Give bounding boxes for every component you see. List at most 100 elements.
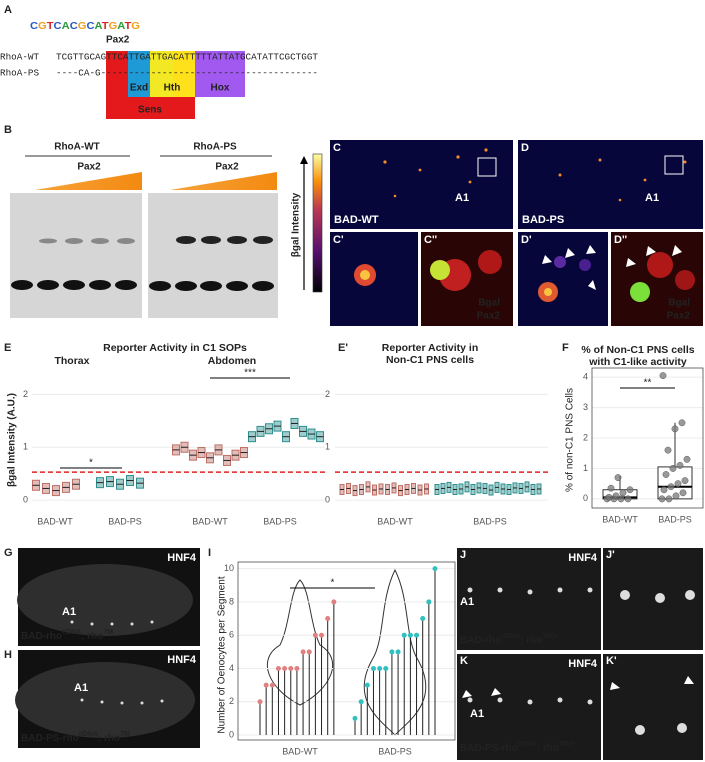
x-tick-label: BAD-WT bbox=[192, 516, 228, 526]
sequence-name: RhoA-PS bbox=[0, 67, 39, 78]
point bbox=[676, 461, 684, 469]
point bbox=[414, 632, 420, 638]
genotype-part: 7M/+ bbox=[542, 633, 558, 640]
point bbox=[678, 419, 686, 427]
point bbox=[683, 455, 691, 463]
facet-label: Thorax bbox=[54, 355, 89, 367]
genotype-label: BAD-rhocDNA; rho7M bbox=[21, 629, 113, 642]
y-tick-label: 1 bbox=[23, 442, 28, 452]
marker-label: HNF4 bbox=[167, 552, 197, 564]
point bbox=[626, 486, 634, 494]
genotype-part: 7M/+ bbox=[559, 741, 575, 748]
panel-label: J' bbox=[606, 549, 615, 561]
point bbox=[667, 483, 675, 491]
y-axis-label: Number of Oenocytes per Segment bbox=[217, 576, 228, 734]
y-tick-label: 0 bbox=[23, 494, 28, 504]
genotype-label: BAD-rhocDNA; rho7M/+ bbox=[460, 633, 558, 646]
x-tick-label: BAD-WT bbox=[282, 746, 318, 756]
panel-label: K' bbox=[606, 655, 617, 667]
genotype-part: 7M bbox=[103, 629, 113, 636]
y-axis-label: % of non-C1 PNS Cells bbox=[565, 388, 576, 492]
plot-frame bbox=[591, 367, 704, 509]
point bbox=[662, 471, 670, 478]
genotype-part: ; rho bbox=[537, 743, 559, 754]
y-tick-label: 10 bbox=[224, 563, 234, 573]
a1-label: A1 bbox=[62, 606, 76, 618]
point bbox=[665, 495, 673, 503]
point bbox=[370, 665, 376, 671]
point bbox=[605, 493, 613, 501]
protein-label: Pax2 bbox=[215, 162, 239, 173]
a1-label: A1 bbox=[470, 708, 484, 720]
x-tick-label: BAD-WT bbox=[37, 516, 73, 526]
point bbox=[612, 492, 620, 500]
point bbox=[288, 665, 294, 671]
x-tick-label: BAD-WT bbox=[602, 514, 638, 524]
genotype-part: cDNA bbox=[79, 731, 98, 738]
marker-label: HNF4 bbox=[568, 552, 598, 564]
site-label: Hox bbox=[211, 83, 230, 94]
chart-title: Non-C1 PNS cells bbox=[386, 354, 474, 366]
y-tick-label: 8 bbox=[229, 596, 234, 606]
group-label: RhoA-WT bbox=[54, 142, 100, 153]
panel-label: BAD-WT bbox=[334, 214, 379, 226]
genotype-part: BAD-PS-rho bbox=[460, 743, 518, 754]
point bbox=[679, 489, 687, 497]
point bbox=[395, 649, 401, 655]
panel-label: A1 bbox=[455, 192, 469, 204]
chart-title: % of Non-C1 PNS cells bbox=[581, 344, 694, 356]
point bbox=[306, 649, 312, 655]
site-boxes bbox=[106, 51, 245, 119]
point bbox=[671, 425, 679, 433]
y-tick-label: 2 bbox=[229, 696, 234, 706]
point bbox=[432, 566, 438, 572]
panel-label: H bbox=[4, 649, 12, 661]
point bbox=[660, 486, 668, 494]
y-tick-label: 0 bbox=[583, 493, 588, 503]
y-tick-label: 0 bbox=[229, 729, 234, 739]
marker-label: HNF4 bbox=[167, 654, 197, 666]
point bbox=[619, 489, 627, 497]
chart-title: with C1-like activity bbox=[588, 356, 687, 368]
site-label: Exd bbox=[130, 83, 148, 94]
sequence: TCGTTGCAGTTCATTGATTGACATTTTTATTATGCATATT… bbox=[56, 51, 318, 62]
chart-title: Reporter Activity in C1 SOPs bbox=[103, 342, 247, 354]
point bbox=[364, 682, 370, 688]
x-tick-label: BAD-PS bbox=[658, 514, 692, 524]
genotype-part: cDNA bbox=[518, 741, 537, 748]
significance: * bbox=[331, 578, 335, 589]
protein-label: Pax2 bbox=[77, 162, 101, 173]
panel-label: G bbox=[4, 547, 13, 559]
point bbox=[275, 665, 281, 671]
genotype-part: 7M bbox=[120, 731, 130, 738]
site-label: Hth bbox=[164, 83, 181, 94]
stain-label: Bgal bbox=[668, 298, 690, 309]
genotype-part: BAD-rho bbox=[460, 635, 501, 646]
point bbox=[664, 446, 672, 454]
y-tick-label: 3 bbox=[583, 402, 588, 412]
point bbox=[352, 715, 358, 721]
point bbox=[624, 495, 632, 503]
point bbox=[669, 465, 677, 472]
genotype-label: BAD-PS-rhocDNA; rho7M bbox=[21, 731, 130, 744]
panel-label: D bbox=[521, 142, 529, 154]
point bbox=[658, 495, 666, 503]
marker-label: HNF4 bbox=[568, 658, 598, 670]
genotype-part: BAD-PS-rho bbox=[21, 733, 79, 744]
y-tick-label: 1 bbox=[583, 463, 588, 473]
point bbox=[377, 665, 383, 671]
point bbox=[383, 665, 389, 671]
stain-label: Bgal bbox=[478, 298, 500, 309]
motif-name: Pax2 bbox=[106, 35, 130, 46]
point bbox=[659, 372, 667, 380]
micrographs bbox=[330, 140, 703, 326]
y-tick-label: 2 bbox=[23, 389, 28, 399]
point bbox=[300, 649, 306, 655]
genotype-part: BAD-rho bbox=[21, 631, 62, 642]
motif-logo: CGTCACGCATGATG bbox=[30, 21, 140, 32]
panel-label: E bbox=[4, 342, 11, 354]
group-label: RhoA-PS bbox=[193, 142, 237, 153]
y-tick-label: 4 bbox=[229, 663, 234, 673]
point bbox=[607, 484, 615, 492]
